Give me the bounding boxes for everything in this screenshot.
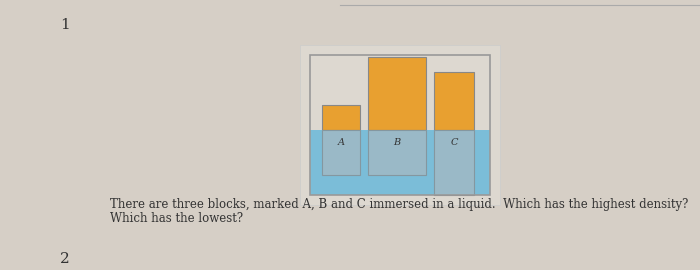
Bar bbox=[322, 130, 360, 175]
Bar bbox=[300, 45, 500, 205]
Text: A: A bbox=[337, 138, 344, 147]
Text: There are three blocks, marked A, B and C immersed in a liquid.  Which has the h: There are three blocks, marked A, B and … bbox=[110, 198, 688, 211]
Text: B: B bbox=[393, 138, 400, 147]
Bar bbox=[310, 130, 490, 195]
Text: C: C bbox=[450, 138, 458, 147]
Bar bbox=[322, 105, 360, 130]
Bar bbox=[310, 55, 490, 195]
Text: 2: 2 bbox=[60, 252, 70, 266]
Text: 1: 1 bbox=[60, 18, 70, 32]
Text: Which has the lowest?: Which has the lowest? bbox=[110, 212, 243, 225]
Bar bbox=[310, 130, 490, 195]
Bar bbox=[368, 130, 426, 175]
Bar bbox=[434, 72, 474, 130]
Bar bbox=[368, 57, 426, 130]
Bar bbox=[434, 130, 474, 195]
